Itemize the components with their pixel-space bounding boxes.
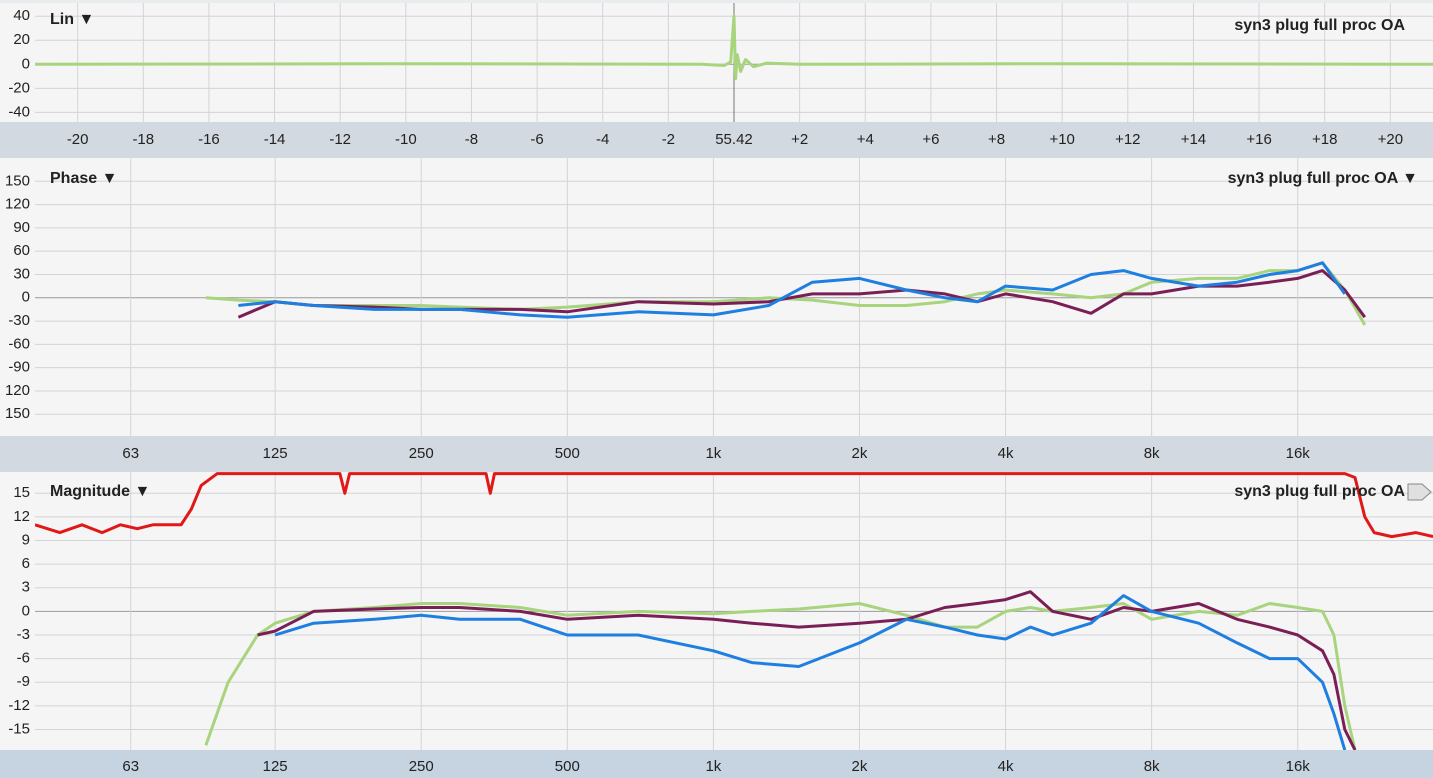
y-tick-label: -9 <box>17 673 30 690</box>
x-tick-label: 16k <box>1286 445 1311 462</box>
x-tick-label: 8k <box>1144 445 1160 462</box>
y-tick-label: 3 <box>22 579 30 596</box>
x-tick-label: -20 <box>67 131 89 148</box>
x-tick-label: +18 <box>1312 131 1337 148</box>
x-tick-label: 2k <box>852 758 868 775</box>
y-tick-label: 0 <box>22 602 30 619</box>
series-line <box>35 472 1433 539</box>
series-line <box>257 590 1357 750</box>
x-tick-label: 1k <box>705 758 721 775</box>
x-tick-label: 500 <box>555 758 580 775</box>
chart-title: Lin ▼ <box>50 11 94 28</box>
x-tick-label: -12 <box>329 131 351 148</box>
x-tick-label: -16 <box>198 131 220 148</box>
chart-title: Magnitude ▼ <box>50 483 150 500</box>
x-tick-label: -2 <box>662 131 675 148</box>
x-tick-label: 125 <box>263 758 288 775</box>
series-line <box>204 602 1357 750</box>
x-tick-label: 2k <box>852 445 868 462</box>
y-tick-label: -6 <box>17 650 30 667</box>
y-tick-label: -40 <box>8 103 30 120</box>
y-tick-label: -60 <box>8 335 30 352</box>
x-tick-label: 55.42 <box>715 131 753 148</box>
x-tick-label: +10 <box>1049 131 1074 148</box>
chart-title: Phase ▼ <box>50 170 117 187</box>
x-tick-label: -10 <box>395 131 417 148</box>
x-tick-label: +8 <box>988 131 1005 148</box>
x-tick-label: 16k <box>1286 758 1311 775</box>
y-tick-label: 150 <box>5 405 30 422</box>
x-tick-label: 125 <box>263 445 288 462</box>
y-tick-label: -20 <box>8 79 30 96</box>
chart-subtitle: syn3 plug full proc OA <box>1234 17 1405 34</box>
x-tick-label: 63 <box>122 758 139 775</box>
y-tick-label: 60 <box>13 242 30 259</box>
x-tick-label: 250 <box>409 758 434 775</box>
x-tick-label: +4 <box>857 131 874 148</box>
y-tick-label: 0 <box>22 55 30 72</box>
series-line <box>205 261 1367 326</box>
y-tick-label: 90 <box>13 219 30 236</box>
y-tick-label: 6 <box>22 555 30 572</box>
x-axis-strip <box>0 750 1433 778</box>
y-tick-label: -12 <box>8 697 30 714</box>
x-tick-label: +16 <box>1246 131 1271 148</box>
x-tick-label: +6 <box>922 131 939 148</box>
x-tick-label: 4k <box>998 758 1014 775</box>
y-tick-label: 150 <box>5 172 30 189</box>
x-tick-label: -14 <box>264 131 286 148</box>
x-tick-label: 500 <box>555 445 580 462</box>
x-axis-strip <box>0 436 1433 472</box>
series-line <box>274 594 1347 750</box>
y-tick-label: 20 <box>13 31 30 48</box>
x-tick-label: 250 <box>409 445 434 462</box>
y-tick-label: 9 <box>22 531 30 548</box>
x-tick-label: 8k <box>1144 758 1160 775</box>
y-tick-label: -30 <box>8 312 30 329</box>
chart-subtitle: syn3 plug full proc OA ▼ <box>1228 170 1418 187</box>
y-tick-label: 15 <box>13 484 30 501</box>
x-tick-label: 1k <box>705 445 721 462</box>
x-tick-label: 4k <box>998 445 1014 462</box>
x-tick-label: -4 <box>596 131 609 148</box>
x-axis-strip <box>0 122 1433 158</box>
x-tick-label: +20 <box>1378 131 1403 148</box>
x-tick-label: +14 <box>1181 131 1206 148</box>
y-tick-label: 30 <box>13 265 30 282</box>
x-tick-label: -6 <box>530 131 543 148</box>
x-tick-label: +2 <box>791 131 808 148</box>
x-tick-label: +12 <box>1115 131 1140 148</box>
x-tick-label: -18 <box>132 131 154 148</box>
x-tick-label: 63 <box>122 445 139 462</box>
y-tick-label: -90 <box>8 359 30 376</box>
y-tick-label: 40 <box>13 7 30 24</box>
series-line <box>35 14 1433 81</box>
y-tick-label: 0 <box>22 289 30 306</box>
y-tick-label: 120 <box>5 196 30 213</box>
y-tick-label: -15 <box>8 720 30 737</box>
y-tick-label: -3 <box>17 626 30 643</box>
y-tick-label: 120 <box>5 382 30 399</box>
menu-arrow-icon <box>1407 483 1432 501</box>
chart-subtitle: syn3 plug full proc OA <box>1234 483 1405 500</box>
y-tick-label: 12 <box>13 508 30 525</box>
series-line <box>238 261 1347 319</box>
x-tick-label: -8 <box>465 131 478 148</box>
